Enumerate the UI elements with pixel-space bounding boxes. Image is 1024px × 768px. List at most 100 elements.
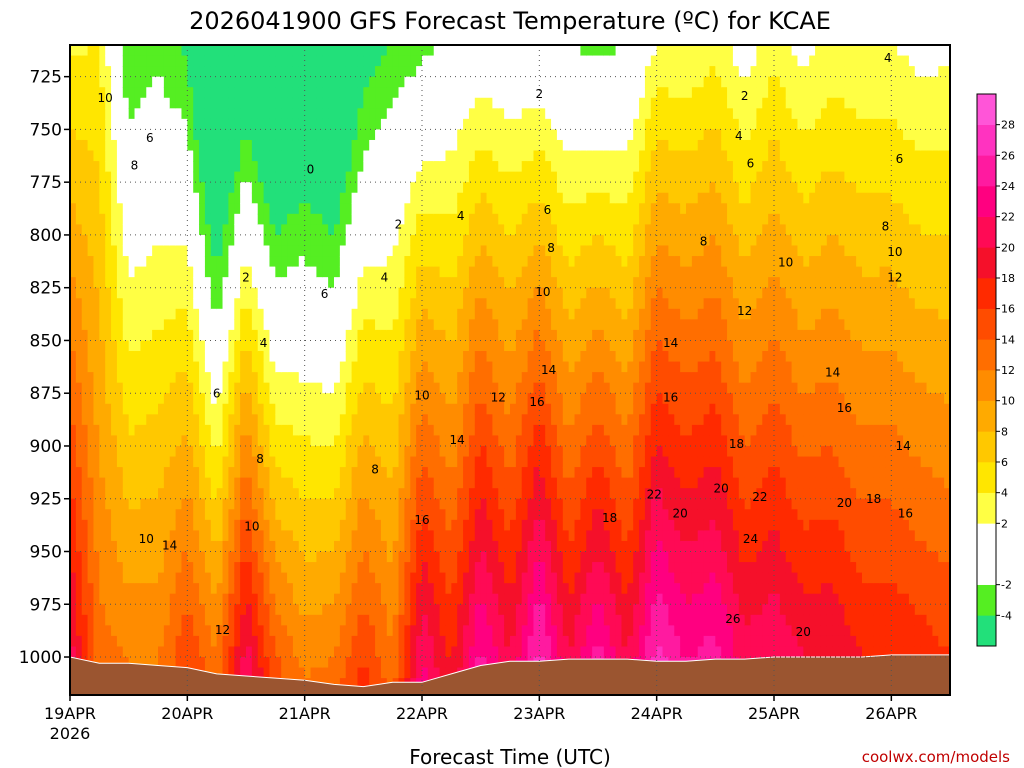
field-cell (357, 182, 364, 194)
field-cell (427, 583, 435, 595)
field-cell (345, 266, 353, 278)
field-cell (339, 277, 347, 289)
field-cell (363, 66, 370, 78)
field-cell (363, 646, 370, 658)
field-cell (93, 256, 100, 268)
field-cell (146, 382, 153, 394)
field-cell (480, 393, 488, 405)
field-cell (87, 519, 95, 531)
field-cell (210, 488, 218, 500)
field-cell (504, 382, 511, 394)
field-cell (181, 530, 188, 542)
field-cell (204, 256, 212, 268)
field-cell (445, 277, 452, 289)
field-cell (328, 456, 335, 468)
field-cell (193, 266, 200, 278)
field-cell (410, 87, 417, 99)
field-cell (310, 97, 317, 109)
field-cell (410, 667, 417, 679)
field-cell (275, 213, 282, 225)
field-cell (292, 266, 300, 278)
field-cell (533, 530, 540, 542)
field-cell (281, 192, 288, 204)
field-cell (468, 139, 476, 152)
field-cell (351, 393, 359, 405)
field-cell (410, 55, 417, 67)
field-cell (146, 319, 153, 331)
field-cell (369, 583, 376, 595)
field-cell (128, 372, 136, 384)
field-cell (75, 435, 83, 447)
field-cell (175, 55, 183, 67)
field-cell (228, 182, 235, 194)
field-cell (410, 150, 417, 162)
field-cell (316, 55, 323, 67)
field-cell (251, 477, 259, 489)
field-cell (111, 76, 118, 88)
field-cell (298, 45, 306, 57)
field-cell (510, 298, 517, 310)
field-cell (445, 414, 452, 426)
field-cell (216, 403, 224, 415)
field-cell (210, 340, 218, 352)
field-cell (533, 593, 540, 605)
field-cell (439, 308, 447, 320)
field-cell (427, 45, 435, 57)
field-cell (392, 562, 400, 574)
field-cell (369, 467, 376, 479)
field-cell (251, 245, 259, 257)
field-cell (228, 203, 235, 215)
field-cell (93, 382, 100, 394)
field-cell (199, 614, 206, 626)
field-cell (357, 540, 364, 553)
field-cell (134, 530, 141, 542)
field-cell (334, 182, 341, 194)
field-cell (498, 403, 505, 415)
field-cell (404, 435, 411, 447)
field-cell (398, 414, 405, 426)
field-cell (210, 224, 218, 236)
field-cell (515, 435, 523, 447)
field-cell (75, 414, 83, 426)
field-cell (457, 139, 464, 152)
field-cell (275, 414, 282, 426)
field-cell (228, 245, 235, 257)
field-cell (269, 414, 276, 426)
field-cell (216, 583, 224, 595)
field-cell (380, 540, 388, 553)
field-cell (351, 245, 359, 257)
field-cell (486, 498, 493, 510)
field-cell (410, 308, 417, 320)
field-cell (87, 287, 95, 299)
field-cell (210, 593, 218, 605)
field-cell (263, 403, 271, 415)
field-cell (468, 340, 476, 352)
field-cell (468, 329, 476, 342)
field-cell (234, 340, 241, 352)
field-cell (363, 319, 370, 331)
field-cell (70, 55, 77, 67)
field-cell (433, 213, 441, 225)
field-cell (287, 118, 294, 131)
field-cell (70, 477, 77, 489)
field-cell (240, 55, 247, 67)
field-cell (163, 646, 171, 658)
field-cell (357, 213, 364, 225)
field-cell (416, 319, 423, 331)
field-cell (369, 97, 376, 109)
field-cell (158, 456, 165, 468)
field-cell (310, 298, 317, 310)
field-cell (457, 150, 464, 162)
field-cell (328, 667, 335, 679)
field-cell (480, 445, 488, 458)
field-cell (322, 87, 329, 99)
field-cell (204, 213, 212, 225)
field-cell (345, 435, 353, 447)
field-cell (386, 530, 394, 542)
field-cell (439, 393, 447, 405)
field-cell (234, 361, 241, 373)
field-cell (422, 224, 429, 236)
field-cell (111, 593, 118, 605)
field-cell (269, 298, 276, 310)
field-cell (398, 329, 405, 342)
